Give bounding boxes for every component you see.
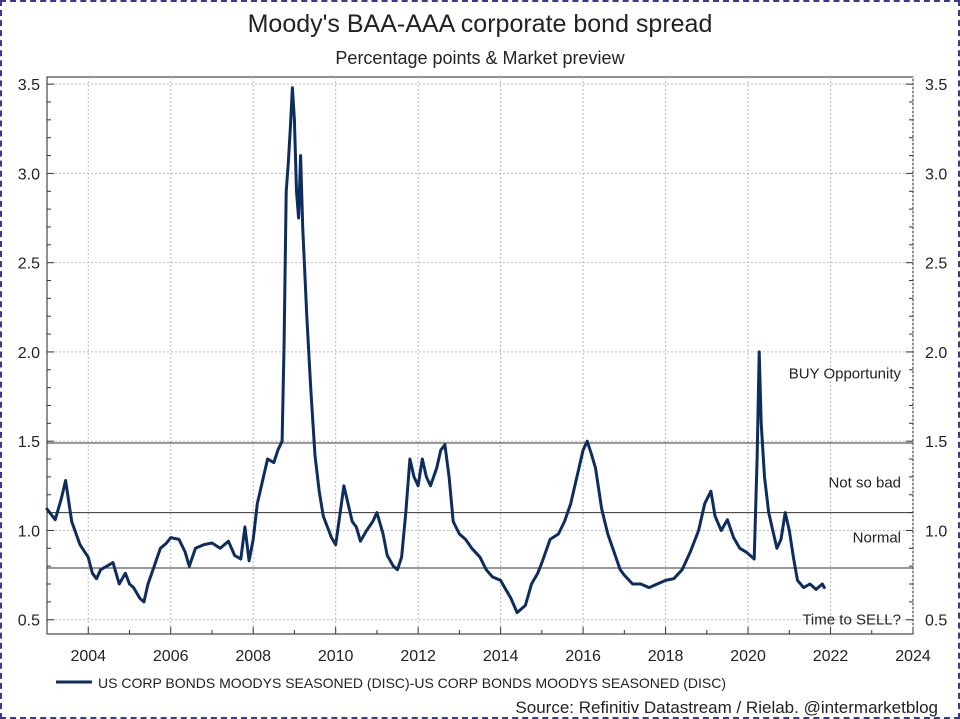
- y-tick-label-right: 3.0: [925, 166, 947, 183]
- zone-label: Normal: [853, 530, 901, 547]
- x-tick-labels: 2004 2006 2008 2010 2012 2014 2016 2018 2020 2022…: [70, 648, 930, 665]
- x-tick-label: 2018: [648, 648, 684, 665]
- zone-label: Time to SELL?: [802, 612, 901, 629]
- x-tick-label: 2008: [235, 648, 271, 665]
- x-tick-label: 2024: [895, 648, 931, 665]
- y-tick-label-left: 1.0: [18, 523, 40, 540]
- y-tick-labels-right: 0.5 1.0 1.5 2.0 2.5 3.0 3.5: [925, 77, 947, 630]
- x-tick-label: 2022: [813, 648, 849, 665]
- x-tick-label: 2016: [565, 648, 601, 665]
- y-tick-label-left: 2.5: [18, 256, 40, 273]
- y-tick-label-right: 2.5: [925, 256, 947, 273]
- zone-labels: BUY Opportunity Not so bad Normal Time to S…: [789, 365, 902, 628]
- plot-area: [46, 76, 914, 635]
- y-tick-label-right: 2.0: [925, 345, 947, 362]
- x-tick-label: 2010: [318, 648, 354, 665]
- y-tick-labels-left: 0.5 1.0 1.5 2.0 2.5 3.0 3.5: [18, 77, 40, 630]
- y-tick-label-right: 1.5: [925, 434, 947, 451]
- y-tick-label-left: 2.0: [18, 345, 40, 362]
- grid-y: [47, 83, 913, 621]
- y-tick-label-left: 3.0: [18, 166, 40, 183]
- series-line: [45, 86, 826, 615]
- axis-ticks: [46, 83, 914, 634]
- zone-label: BUY Opportunity: [789, 365, 902, 382]
- x-tick-label: 2012: [400, 648, 436, 665]
- x-tick-label: 2014: [483, 648, 519, 665]
- y-tick-label-left: 1.5: [18, 434, 40, 451]
- x-tick-label: 2006: [153, 648, 189, 665]
- x-tick-label: 2004: [70, 648, 106, 665]
- zone-label: Not so bad: [828, 474, 901, 491]
- source-note: Source: Refinitiv Datastream / Rielab. @…: [515, 698, 938, 717]
- y-tick-label-left: 0.5: [18, 613, 40, 630]
- legend-label: US CORP BONDS MOODYS SEASONED (DISC)-US …: [98, 675, 726, 691]
- y-tick-label-left: 3.5: [18, 77, 40, 94]
- x-tick-label: 2020: [730, 648, 766, 665]
- grid-x: [87, 77, 914, 634]
- y-tick-label-right: 0.5: [925, 613, 947, 630]
- threshold-lines: [47, 442, 913, 569]
- y-tick-label-right: 3.5: [925, 77, 947, 94]
- y-tick-label-right: 1.0: [925, 523, 947, 540]
- chart-title: Moody's BAA-AAA corporate bond spread: [248, 10, 713, 38]
- chart-subtitle: Percentage points & Market preview: [335, 48, 625, 68]
